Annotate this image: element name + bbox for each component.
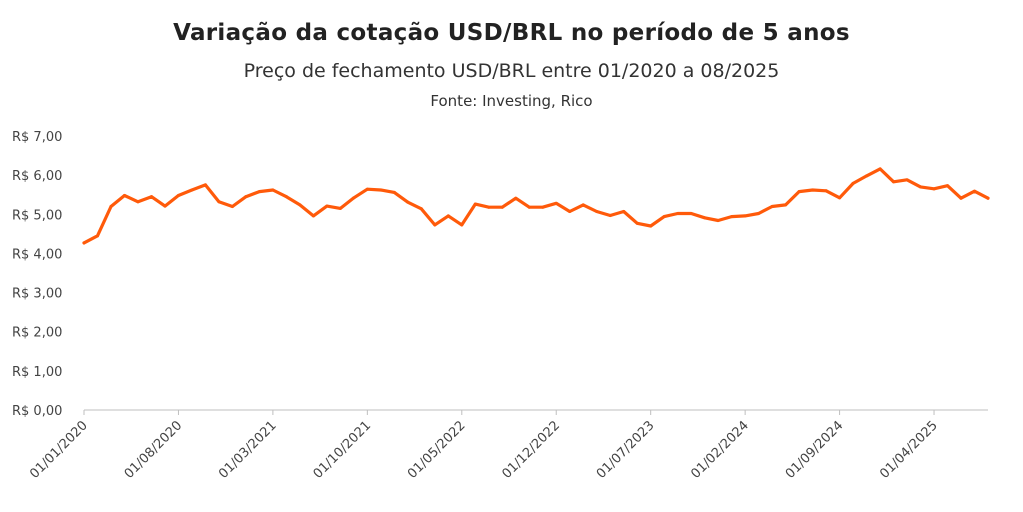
data-point (946, 184, 950, 188)
data-point (298, 203, 302, 207)
data-point (838, 196, 842, 200)
data-point (406, 200, 410, 204)
data-point (311, 214, 315, 218)
data-point (986, 196, 990, 200)
data-point (892, 180, 896, 184)
data-point (568, 210, 572, 214)
data-point (527, 205, 531, 209)
data-point (500, 205, 504, 209)
y-tick-label: R$ 3,00 (12, 287, 62, 302)
data-point (932, 187, 936, 191)
data-point (919, 185, 923, 189)
data-point (784, 203, 788, 207)
data-point (635, 221, 639, 225)
data-point (230, 204, 234, 208)
data-point (176, 193, 180, 197)
data-point (325, 204, 329, 208)
data-point (473, 202, 477, 206)
x-tick-label: 01/05/2022 (405, 418, 469, 482)
data-point (730, 215, 734, 219)
data-point (379, 188, 383, 192)
x-tick-label: 01/04/2025 (877, 418, 941, 482)
data-point (824, 189, 828, 193)
data-point (460, 223, 464, 227)
y-tick-label: R$ 6,00 (12, 169, 62, 184)
data-point (662, 215, 666, 219)
data-point (811, 188, 815, 192)
data-point (122, 193, 126, 197)
data-point (284, 195, 288, 199)
y-tick-label: R$ 7,00 (12, 130, 62, 145)
data-point (109, 204, 113, 208)
chart-title: Variação da cotação USD/BRL no período d… (173, 20, 850, 46)
data-point (257, 190, 261, 194)
x-tick-label: 01/02/2024 (688, 418, 752, 482)
data-point (149, 195, 153, 199)
x-tick-label: 01/09/2024 (783, 418, 847, 482)
data-point (595, 210, 599, 214)
data-point (352, 196, 356, 200)
data-point (136, 200, 140, 204)
y-tick-label: R$ 4,00 (12, 247, 62, 262)
data-point (689, 212, 693, 216)
x-tick-label: 01/01/2020 (27, 418, 91, 482)
chart-source: Fonte: Investing, Rico (430, 92, 593, 110)
data-point (446, 214, 450, 218)
data-point (770, 204, 774, 208)
data-point (338, 206, 342, 210)
x-tick-label: 01/12/2022 (499, 418, 563, 482)
data-point (554, 201, 558, 205)
data-point (203, 183, 207, 187)
data-point (743, 214, 747, 218)
data-point (95, 234, 99, 238)
data-point (757, 212, 761, 216)
data-point (82, 241, 86, 245)
data-point (622, 210, 626, 214)
data-point (365, 187, 369, 191)
data-point (608, 213, 612, 217)
data-point (865, 174, 869, 178)
x-tick-label: 01/10/2021 (311, 418, 375, 482)
data-point (433, 223, 437, 227)
y-tick-label: R$ 2,00 (12, 326, 62, 341)
data-point (703, 216, 707, 220)
data-point (541, 205, 545, 209)
data-point (217, 200, 221, 204)
y-tick-label: R$ 5,00 (12, 208, 62, 223)
data-point (973, 189, 977, 193)
data-point (244, 195, 248, 199)
data-point (163, 204, 167, 208)
y-tick-label: R$ 0,00 (12, 404, 62, 419)
x-tick-label: 01/03/2021 (216, 418, 280, 482)
data-point (797, 190, 801, 194)
y-tick-label: R$ 1,00 (12, 365, 62, 380)
data-point (649, 224, 653, 228)
data-point (676, 212, 680, 216)
data-point (905, 178, 909, 182)
data-point (392, 190, 396, 194)
data-point (581, 203, 585, 207)
series-line-usd-brl (82, 167, 990, 245)
data-point (851, 181, 855, 185)
data-point (271, 188, 275, 192)
data-point (716, 219, 720, 223)
data-point (514, 196, 518, 200)
data-point (487, 205, 491, 209)
data-point (959, 196, 963, 200)
data-point (419, 207, 423, 211)
x-tick-label: 01/07/2023 (594, 418, 658, 482)
x-tick-label: 01/08/2020 (122, 418, 186, 482)
data-point (190, 188, 194, 192)
chart-subtitle: Preço de fechamento USD/BRL entre 01/202… (243, 60, 780, 82)
data-point (878, 167, 882, 171)
